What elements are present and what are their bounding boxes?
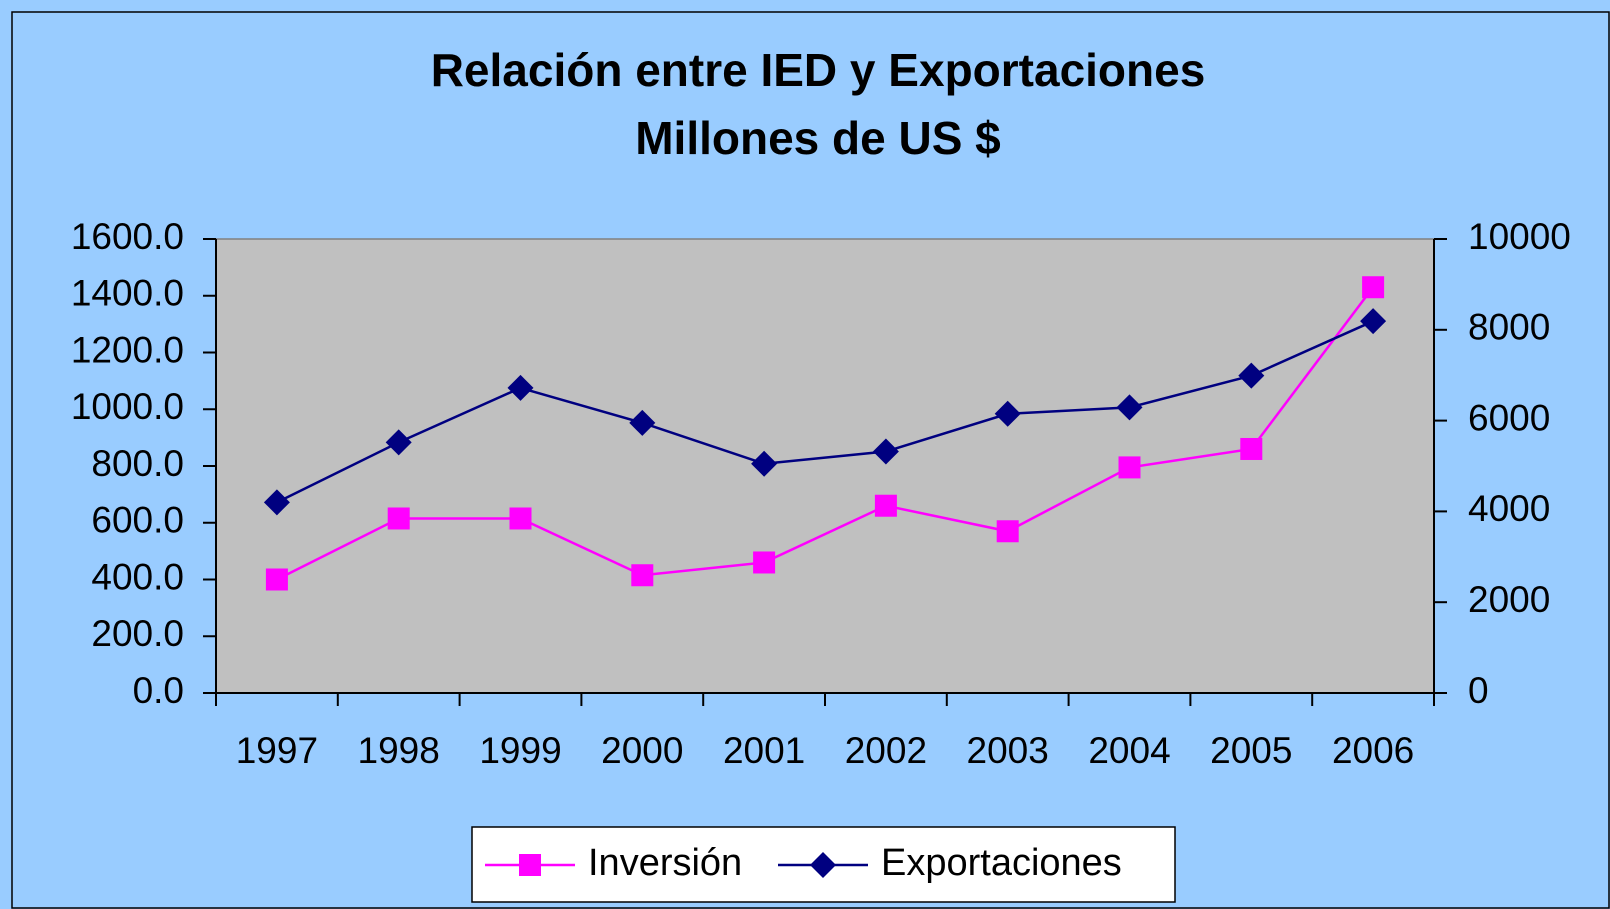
chart-subtitle: Millones de US $ <box>635 112 1001 164</box>
series-marker <box>994 400 1021 427</box>
legend-label: Inversión <box>588 842 742 884</box>
series-marker <box>1240 437 1263 460</box>
series-line <box>276 286 1375 581</box>
x-tick-label: 2005 <box>1210 730 1292 771</box>
x-tick-label: 2006 <box>1332 730 1414 771</box>
x-tick-label: 2001 <box>723 730 805 771</box>
x-tick-label: 2002 <box>845 730 927 771</box>
y-tick-label: 1400.0 <box>71 273 184 314</box>
y-tick-label: 0.0 <box>133 670 184 711</box>
series-marker <box>385 429 412 456</box>
x-tick-label: 2004 <box>1088 730 1170 771</box>
y-tick-label: 1000.0 <box>71 386 184 427</box>
y-tick-label: 600.0 <box>91 500 184 541</box>
y-tick-label: 200.0 <box>91 613 184 654</box>
y2-tick-label: 8000 <box>1468 307 1550 348</box>
series-marker <box>1360 308 1387 335</box>
y2-tick-label: 2000 <box>1468 579 1550 620</box>
series-marker <box>509 507 532 530</box>
series-marker <box>265 568 288 591</box>
plot-area <box>215 238 1435 694</box>
y2-tick-label: 10000 <box>1468 216 1571 257</box>
y2-tick-label: 0 <box>1468 670 1489 711</box>
series-line <box>276 320 1374 504</box>
y-tick-label: 1600.0 <box>71 216 184 257</box>
x-tick-label: 1998 <box>358 730 440 771</box>
legend-marker <box>519 854 541 876</box>
series-marker <box>996 520 1019 543</box>
y2-tick-label: 6000 <box>1468 397 1550 438</box>
series-marker <box>1362 276 1385 299</box>
series-marker <box>753 551 776 574</box>
x-tick-label: 2000 <box>601 730 683 771</box>
series-marker <box>387 507 410 530</box>
series-marker <box>263 489 290 516</box>
x-tick-label: 1999 <box>479 730 561 771</box>
x-tick-label: 2003 <box>967 730 1049 771</box>
y-tick-label: 800.0 <box>91 443 184 484</box>
legend-marker <box>810 852 836 878</box>
series-marker <box>872 438 899 465</box>
y2-tick-label: 4000 <box>1468 488 1550 529</box>
series-marker <box>629 409 656 436</box>
series-marker <box>874 494 897 517</box>
x-tick-label: 1997 <box>236 730 318 771</box>
series-marker <box>1118 456 1141 479</box>
legend-label: Exportaciones <box>881 842 1122 884</box>
y-tick-label: 1200.0 <box>71 329 184 370</box>
series-marker <box>1238 362 1265 389</box>
series-marker <box>1116 394 1143 421</box>
series-marker <box>507 374 534 401</box>
series-marker <box>631 564 654 587</box>
series-marker <box>751 450 778 477</box>
y-tick-label: 400.0 <box>91 556 184 597</box>
chart-title: Relación entre IED y Exportaciones <box>431 44 1206 96</box>
